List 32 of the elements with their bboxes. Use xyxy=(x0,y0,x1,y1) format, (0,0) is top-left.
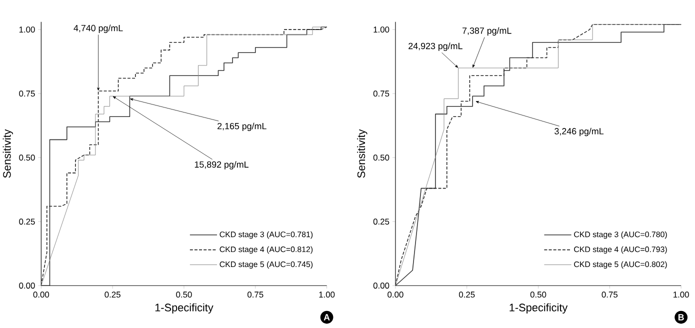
x-tick-label: 0.25 xyxy=(458,291,475,298)
annotation: 15,892 pg/mL xyxy=(194,160,248,170)
y-tick-label: 0.50 xyxy=(373,154,390,160)
y-tick-label: 0.00 xyxy=(373,282,390,288)
x-tick-label: 0.00 xyxy=(388,291,404,298)
x-tick-label: 0.25 xyxy=(104,291,120,298)
y-tick-label: 1.00 xyxy=(374,26,390,32)
annotation: 24,923 pg/mL xyxy=(408,42,462,51)
x-tick-label: 0.50 xyxy=(176,291,192,298)
y-tick-label: 0.50 xyxy=(19,154,35,160)
y-tick-label: 0.75 xyxy=(19,90,35,96)
x-tick-label: 1.00 xyxy=(674,291,689,298)
y-tick-label: 0.25 xyxy=(373,218,390,224)
y-axis-title: Sensitivity xyxy=(2,129,13,178)
x-axis-title: 1-Specificity xyxy=(155,303,214,314)
annotation: 2,165 pg/mL xyxy=(218,122,266,131)
x-tick-label: 1.00 xyxy=(319,291,335,298)
x-axis-title: 1-Specificity xyxy=(510,303,568,314)
annotation: 7,387 pg/mL xyxy=(462,27,512,36)
x-tick-label: 0.75 xyxy=(602,291,618,298)
y-axis-title: Sensitivity xyxy=(357,129,368,178)
x-tick-label: 0.75 xyxy=(248,291,264,298)
annotation: 4,740 pg/mL xyxy=(74,24,123,33)
text: A xyxy=(324,314,330,320)
y-tick-label: 1.00 xyxy=(19,26,35,32)
text: B xyxy=(678,314,684,320)
y-tick-label: 0.25 xyxy=(19,218,35,224)
y-tick-label: 0.75 xyxy=(373,90,390,96)
y-tick-label: 0.00 xyxy=(19,282,35,288)
annotation: 3,246 pg/mL xyxy=(554,128,604,136)
x-tick-label: 0.00 xyxy=(33,291,50,298)
x-tick-label: 0.50 xyxy=(530,291,546,298)
